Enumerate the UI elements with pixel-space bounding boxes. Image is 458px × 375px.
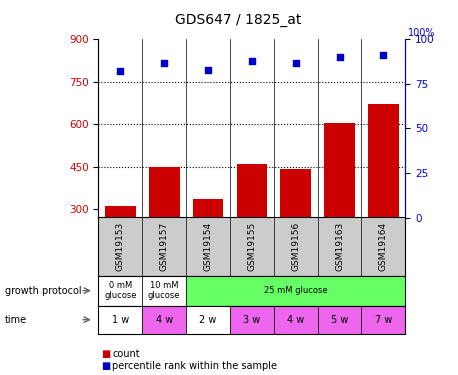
Bar <box>236 164 267 294</box>
Text: time: time <box>5 315 27 325</box>
Text: 1 w: 1 w <box>112 315 129 325</box>
Point <box>336 54 343 60</box>
Text: 10 mM
glucose: 10 mM glucose <box>148 281 180 300</box>
Bar <box>280 170 311 294</box>
Text: 25 mM glucose: 25 mM glucose <box>264 286 327 295</box>
Text: 7 w: 7 w <box>375 315 392 325</box>
Point <box>117 68 124 74</box>
Text: 0 mM
glucose: 0 mM glucose <box>104 281 136 300</box>
Text: GSM19157: GSM19157 <box>160 222 169 271</box>
Bar <box>142 276 186 306</box>
Bar <box>274 306 318 334</box>
Text: GSM19153: GSM19153 <box>116 222 125 271</box>
Text: GSM19156: GSM19156 <box>291 222 300 271</box>
Bar <box>142 306 186 334</box>
Text: 5 w: 5 w <box>331 315 348 325</box>
Text: 3 w: 3 w <box>243 315 261 325</box>
Text: percentile rank within the sample: percentile rank within the sample <box>112 361 277 370</box>
Point <box>161 60 168 66</box>
Text: 4 w: 4 w <box>156 315 173 325</box>
Text: GSM19155: GSM19155 <box>247 222 256 271</box>
Bar <box>230 306 274 334</box>
Point <box>292 60 300 66</box>
Text: count: count <box>112 350 140 359</box>
Point <box>204 67 212 73</box>
Bar <box>193 199 224 294</box>
Bar <box>98 306 142 334</box>
Text: GDS647 / 1825_at: GDS647 / 1825_at <box>175 13 301 27</box>
Text: ■: ■ <box>101 350 110 359</box>
Point <box>380 53 387 58</box>
Bar <box>105 206 136 294</box>
Bar <box>318 306 361 334</box>
Bar <box>149 166 180 294</box>
Bar <box>361 306 405 334</box>
Bar <box>368 104 399 294</box>
Text: ■: ■ <box>101 361 110 370</box>
Text: GSM19154: GSM19154 <box>203 222 213 271</box>
Text: growth protocol: growth protocol <box>5 286 81 296</box>
Bar <box>186 306 230 334</box>
Bar <box>98 276 142 306</box>
Bar <box>186 276 405 306</box>
Text: 2 w: 2 w <box>199 315 217 325</box>
Text: 4 w: 4 w <box>287 315 305 325</box>
Text: GSM19164: GSM19164 <box>379 222 388 271</box>
Bar <box>324 123 355 294</box>
Text: 100%: 100% <box>408 27 435 38</box>
Point <box>248 58 256 64</box>
Text: GSM19163: GSM19163 <box>335 222 344 271</box>
